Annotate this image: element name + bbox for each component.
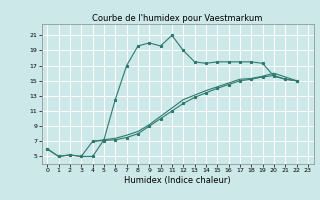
X-axis label: Humidex (Indice chaleur): Humidex (Indice chaleur) — [124, 176, 231, 185]
Title: Courbe de l'humidex pour Vaestmarkum: Courbe de l'humidex pour Vaestmarkum — [92, 14, 263, 23]
